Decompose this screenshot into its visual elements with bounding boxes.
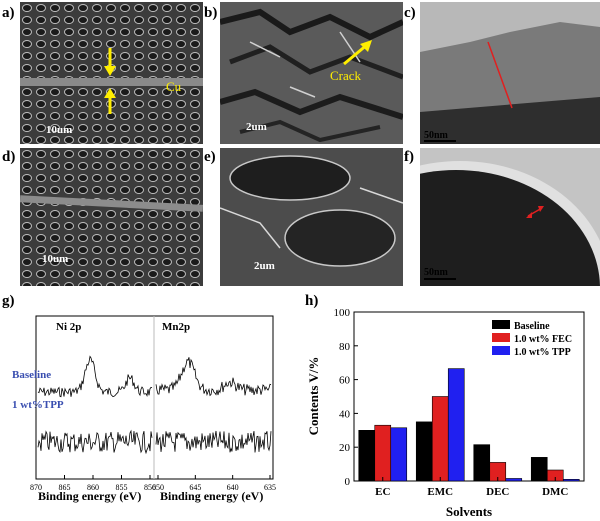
sem-image-d: 10um: [20, 148, 203, 286]
xps-label-tpp: 1 wt%TPP: [12, 399, 64, 411]
xps-tick-label-ni: 860: [87, 483, 99, 492]
legend-label: Baseline: [514, 321, 550, 332]
sem-image-d-texture: 10um: [20, 148, 203, 286]
bar-dmc-0: [530, 457, 548, 482]
sem-image-b: Crack 2um: [220, 2, 403, 144]
xps-xlabel-ni: Binding energy (eV): [38, 489, 141, 503]
bar-chart-frame: [353, 311, 585, 482]
legend-swatch: [492, 333, 510, 342]
xps-tick-label-ni: 865: [59, 483, 71, 492]
bar-y-axis-label: Contents V/%: [306, 357, 321, 436]
tem-image-f: 50nm: [420, 148, 600, 286]
bar-x-axis-label: Solvents: [446, 504, 492, 519]
panel-label-g: g): [2, 293, 15, 309]
xps-tick-label-mn: 645: [189, 483, 201, 492]
panel-label-a: a): [2, 5, 15, 21]
bar-y-tick-label: 40: [339, 408, 351, 420]
scale-label-b: 2um: [246, 121, 267, 133]
xps-spectrum-mn-baseline: [155, 357, 272, 397]
xps-tick-label-mn: 635: [264, 483, 276, 492]
arrow-icon: [360, 40, 372, 52]
xps-tick-label-ni: 855: [116, 483, 128, 492]
scale-label-c: 50nm: [424, 130, 449, 141]
legend-swatch: [492, 346, 510, 355]
sem-image-e: 2um: [220, 148, 403, 286]
bar-emc-0: [415, 421, 433, 482]
cu-foil-band: [20, 195, 203, 212]
bar-y-tick-label: 100: [334, 307, 351, 319]
xps-tick-label-ni: 870: [30, 483, 42, 492]
scale-label-f: 50nm: [424, 267, 449, 278]
annotation-crack: Crack: [330, 68, 362, 83]
scale-label-e: 2um: [254, 260, 275, 272]
panel-label-f: f): [404, 149, 414, 165]
tem-image-c-texture: 50nm: [420, 2, 600, 144]
scale-label-d: 10um: [42, 253, 68, 265]
bar-y-tick-label: 0: [345, 476, 351, 488]
tem-image-f-texture: 50nm: [420, 148, 600, 286]
bar-x-tick-label: DEC: [486, 486, 509, 498]
panel-label-e: e): [204, 149, 216, 165]
bar-y-tick-label: 20: [339, 442, 351, 454]
sem-image-a: Cu 10um: [20, 2, 203, 144]
xps-tick-label-ni: 850: [144, 483, 156, 492]
cu-foil-band: [20, 78, 203, 86]
xps-spectrum-mn-tpp: [155, 430, 272, 453]
bar-dmc-2: [562, 479, 580, 482]
xps-xlabel-mn: Binding energy (eV): [160, 489, 263, 503]
panel-label-d: d): [2, 149, 16, 165]
xps-title-ni: Ni 2p: [56, 321, 81, 333]
scale-label-a: 10um: [46, 124, 72, 136]
bar-ec-0: [358, 430, 376, 482]
xps-label-baseline: Baseline: [12, 369, 51, 381]
sem-image-b-texture: Crack 2um: [220, 2, 403, 144]
bar-chart: 0 20 40 60 80 100 EC EMC DEC DMC Baseline 1.0 wt%…: [306, 307, 585, 519]
legend-label: 1.0 wt% TPP: [514, 347, 571, 358]
bar-dec-2: [505, 478, 523, 482]
bar-x-tick-label: DMC: [542, 486, 568, 498]
legend-label: 1.0 wt% FEC: [514, 334, 572, 345]
xps-tick-label-mn: 650: [152, 483, 164, 492]
xps-title-mn: Mn2p: [162, 321, 190, 333]
bar-ec-2: [390, 427, 408, 482]
bar-y-tick-label: 60: [339, 375, 351, 387]
bar-x-tick-label: EMC: [427, 486, 453, 498]
arrow-up-icon: [104, 88, 116, 98]
xps-spectrum-ni-tpp: [37, 429, 153, 455]
tem-image-c: 50nm: [420, 2, 600, 144]
bar-ec-1: [374, 424, 392, 482]
annotation-cu: Cu: [166, 79, 182, 94]
bar-emc-1: [431, 396, 449, 482]
xps-panel: Ni 2p Mn2p Baseline 1 wt%TPP 870 865 860 85…: [12, 315, 276, 503]
legend-swatch: [492, 320, 510, 329]
bar-dec-0: [473, 444, 491, 482]
bar-y-tick-label: 80: [339, 341, 351, 353]
bar-emc-2: [447, 368, 465, 482]
bar-x-tick-label: EC: [375, 486, 390, 498]
panel-label-b: b): [204, 5, 218, 21]
sem-image-e-texture: 2um: [220, 148, 403, 286]
sem-image-a-texture: Cu 10um: [20, 2, 203, 144]
xps-spectrum-ni-baseline: [37, 355, 153, 398]
arrow-down-icon: [104, 66, 116, 76]
xps-tick-label-mn: 640: [227, 483, 239, 492]
panel-label-h: h): [305, 293, 319, 309]
panel-label-c: c): [404, 5, 416, 21]
